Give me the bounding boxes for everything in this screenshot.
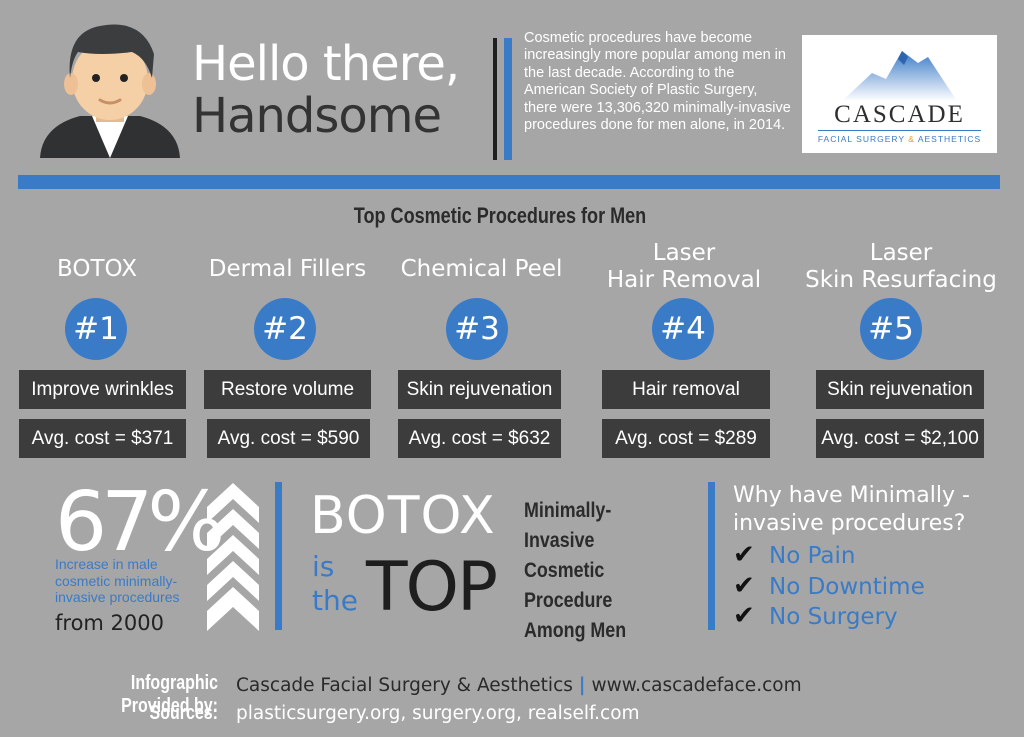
- procedure-name: Laser Hair Removal: [596, 240, 772, 294]
- procedure-name: Laser Skin Resurfacing: [803, 240, 999, 294]
- provider-url[interactable]: www.cascadeface.com: [591, 675, 802, 696]
- procedure-name-line1: BOTOX: [57, 256, 137, 282]
- percent-since: from 2000: [55, 611, 164, 635]
- man-avatar-icon: [40, 24, 180, 158]
- reason-label: No Surgery: [769, 604, 898, 630]
- botox-word: BOTOX: [310, 486, 496, 546]
- procedure-name-line1: Laser: [652, 240, 716, 266]
- logo-subtitle-amp: &: [908, 134, 915, 144]
- checkmark-icon: ✔: [733, 601, 755, 631]
- cost-label: Avg. cost = $2,100: [816, 419, 984, 458]
- title-line-2: Handsome: [192, 88, 442, 144]
- logo-subtitle-a: FACIAL SURGERY: [817, 134, 909, 144]
- procedure-name: Dermal Fillers: [200, 256, 375, 283]
- rank-badge: #2: [254, 298, 316, 360]
- sources-label: Sources:: [149, 702, 218, 724]
- section-title: Top Cosmetic Procedures for Men: [353, 203, 647, 228]
- reason-label: No Downtime: [769, 574, 925, 600]
- sources-text: plasticsurgery.org, surgery.org, realsel…: [236, 703, 640, 724]
- percent-stat: 67%: [55, 475, 225, 570]
- rank-badge: #1: [65, 298, 127, 360]
- hello-title: Hello there, Handsome: [192, 38, 492, 142]
- rank-badge: #4: [652, 298, 714, 360]
- benefit-label: Skin rejuvenation: [816, 370, 984, 409]
- reason-item: ✔ No Surgery: [733, 601, 898, 631]
- checkmark-icon: ✔: [733, 571, 755, 601]
- percent-description: Increase in male cosmetic minimally-inva…: [55, 556, 180, 605]
- mountain-icon: [842, 51, 957, 101]
- logo-subtitle-b: AESTHETICS: [914, 134, 982, 144]
- the-word: the: [312, 584, 358, 617]
- top-word: TOP: [366, 548, 498, 627]
- provided-by-label: Infographic Provided by:: [121, 672, 218, 717]
- logo-name: CASCADE: [834, 101, 965, 128]
- cost-label: Avg. cost = $371: [19, 419, 186, 458]
- cascade-logo: CASCADE FACIAL SURGERY & AESTHETICS: [802, 35, 997, 153]
- checkmark-icon: ✔: [733, 540, 755, 570]
- cost-label: Avg. cost = $590: [207, 419, 370, 458]
- stat-divider: [275, 482, 282, 630]
- benefit-label: Hair removal: [602, 370, 770, 409]
- cost-label: Avg. cost = $632: [398, 419, 561, 458]
- footer-separator: |: [578, 675, 586, 696]
- reason-item: ✔ No Pain: [733, 540, 856, 570]
- provided-by-text: Cascade Facial Surgery & Aesthetics | ww…: [236, 675, 802, 696]
- rank-badge: #5: [860, 298, 922, 360]
- header-divider-black: [493, 38, 497, 160]
- procedure-name-line1: Laser: [869, 240, 933, 266]
- why-title: Why have Minimally - invasive procedures…: [733, 483, 970, 536]
- benefit-label: Skin rejuvenation: [398, 370, 561, 409]
- benefit-label: Restore volume: [204, 370, 371, 409]
- procedure-name-line2: Skin Resurfacing: [805, 267, 997, 293]
- minimally-invasive-caption: Minimally-Invasive Cosmetic Procedure Am…: [524, 499, 627, 642]
- header-divider-blue: [504, 38, 512, 160]
- is-word: is: [312, 550, 335, 583]
- title-line-1: Hello there,: [192, 36, 460, 92]
- section-divider-bar: [18, 175, 1000, 189]
- why-divider: [708, 482, 715, 630]
- benefit-label: Improve wrinkles: [19, 370, 186, 409]
- reason-label: No Pain: [769, 543, 856, 569]
- intro-paragraph: Cosmetic procedures have become increasi…: [524, 30, 791, 134]
- reason-item: ✔ No Downtime: [733, 571, 925, 601]
- procedure-name: Chemical Peel: [394, 256, 569, 283]
- procedure-name-line1: Dermal Fillers: [208, 256, 367, 282]
- logo-subtitle: FACIAL SURGERY & AESTHETICS: [802, 134, 997, 144]
- procedure-name: BOTOX: [22, 256, 172, 283]
- rank-badge: #3: [446, 298, 508, 360]
- logo-underline: [818, 130, 981, 131]
- chevron-up-icon: [207, 483, 259, 631]
- provider-name: Cascade Facial Surgery & Aesthetics: [236, 675, 573, 696]
- cost-label: Avg. cost = $289: [602, 419, 770, 458]
- procedure-name-line2: Hair Removal: [606, 267, 762, 293]
- procedure-name-line1: Chemical Peel: [400, 256, 563, 282]
